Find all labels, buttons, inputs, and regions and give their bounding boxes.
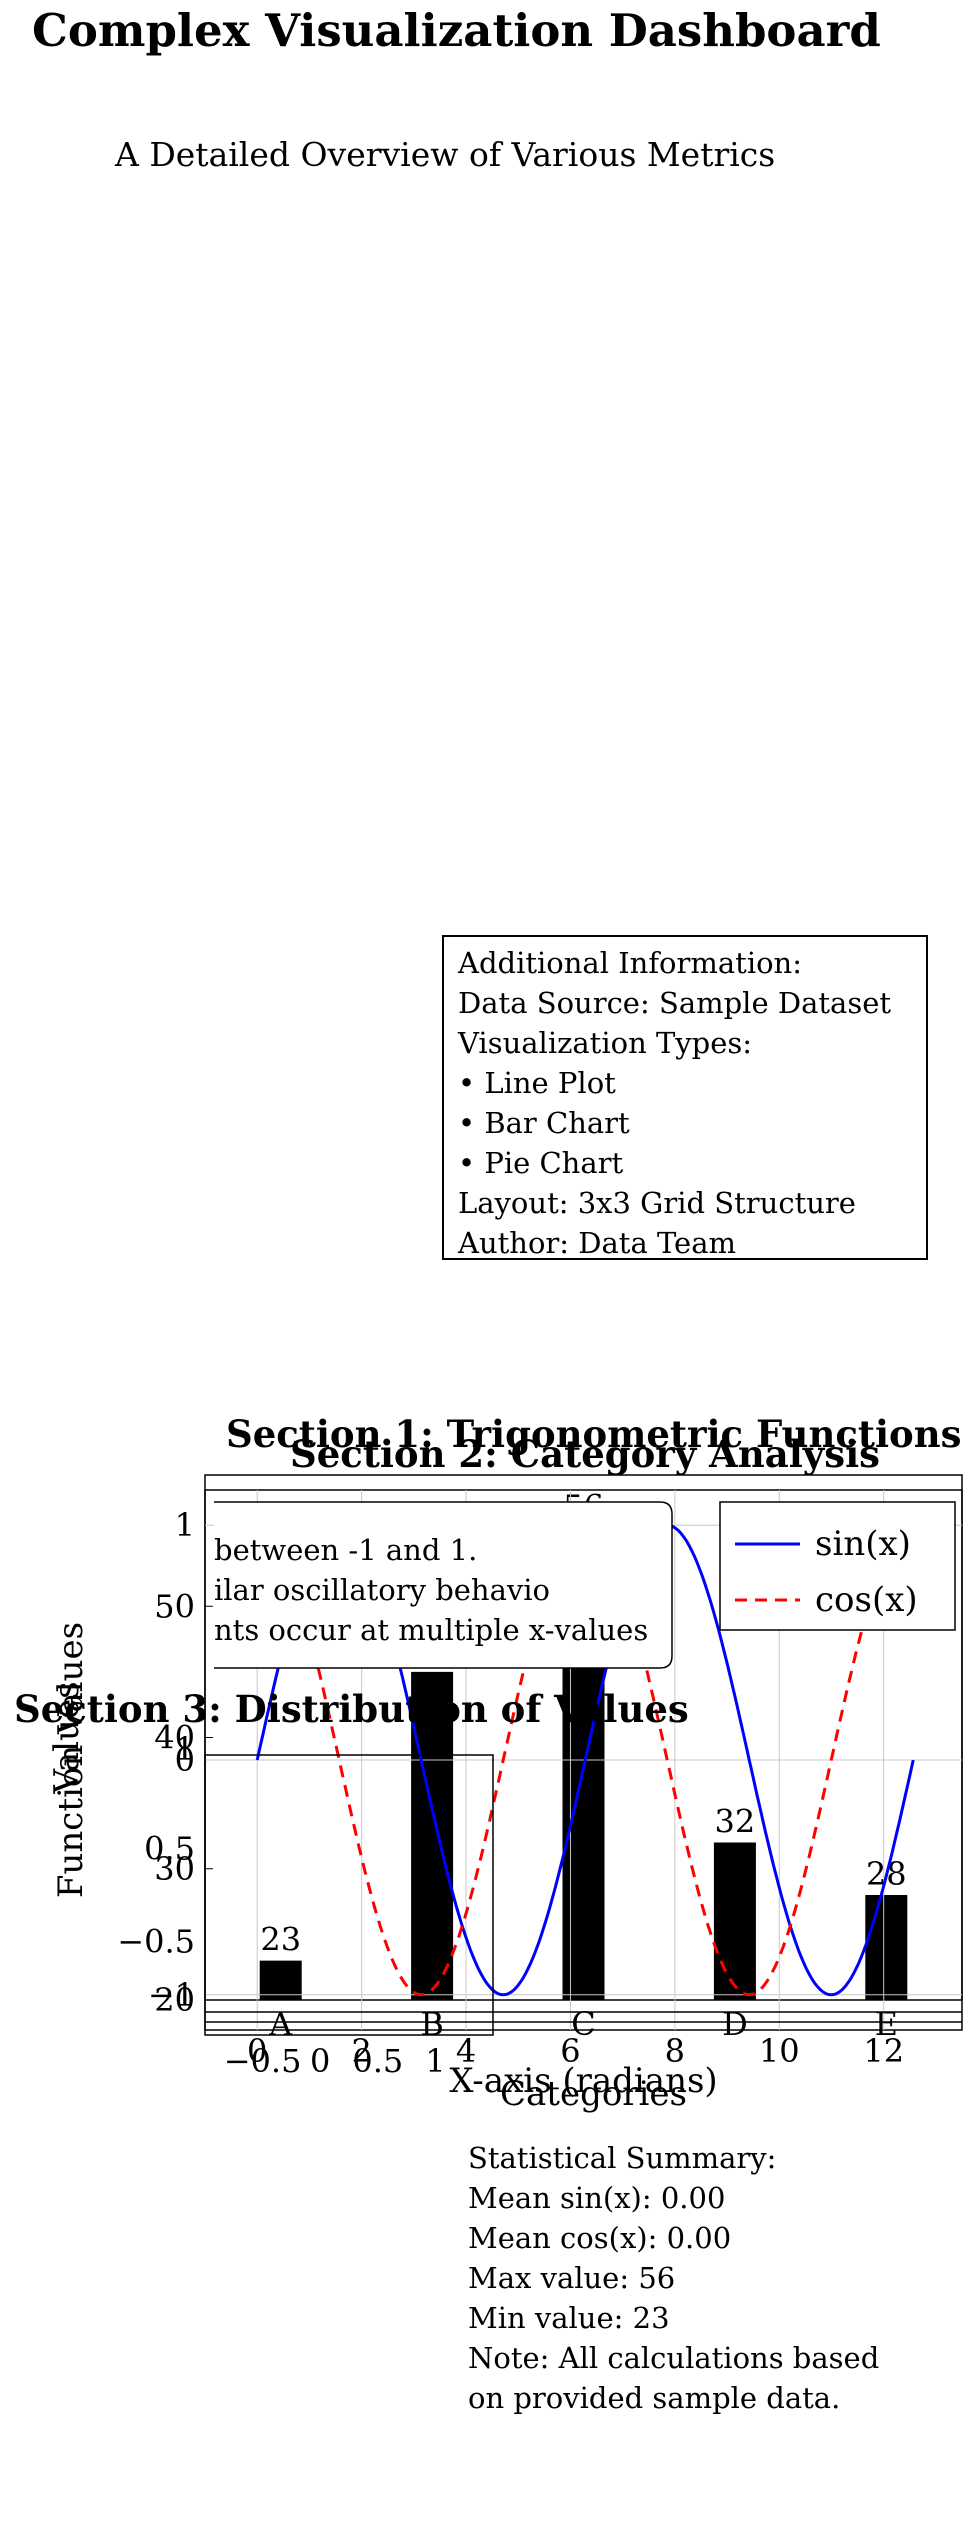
section-2-title: Section 2: Category Analysis xyxy=(290,1432,880,1476)
bar-value-label: 32 xyxy=(715,1803,756,1841)
dist-x-tick-label: 0 xyxy=(310,2042,330,2080)
section-3-title: Section 3: Distribution of Values xyxy=(14,1687,689,1731)
annotation-text: ilar oscillatory behavio xyxy=(214,1573,550,1607)
line-x-axis-label: X-axis (radians) xyxy=(449,2061,717,2101)
stats-line: Mean cos(x): 0.00 xyxy=(468,2218,879,2258)
annotation-text: between -1 and 1. xyxy=(214,1533,477,1567)
category-tick-label: D xyxy=(722,2005,748,2043)
stats-line: Min value: 23 xyxy=(468,2298,879,2338)
stats-line: on provided sample data. xyxy=(468,2378,879,2418)
stats-line: Max value: 56 xyxy=(468,2258,879,2298)
dist-y-tick-label: −0.5 xyxy=(117,1923,195,1961)
line-y-axis-label: Function Values xyxy=(51,1622,91,1898)
dist-x-tick-label: 1 xyxy=(425,2042,445,2080)
stats-line: Statistical Summary: xyxy=(468,2138,879,2178)
x-tick-label: 12 xyxy=(863,2032,904,2070)
dist-x-tick-label: 0.5 xyxy=(352,2042,403,2080)
y-tick-label: 1 xyxy=(175,1506,195,1544)
legend-label: sin(x) xyxy=(815,1524,911,1564)
y-tick-label: 50 xyxy=(154,1587,195,1625)
stats-line: Note: All calculations based xyxy=(468,2338,879,2378)
legend: sin(x) cos(x) xyxy=(720,1502,955,1630)
dist-y-tick-label: 0.5 xyxy=(144,1829,195,1867)
category-tick-label: A xyxy=(268,2005,293,2043)
stats-line: Mean sin(x): 0.00 xyxy=(468,2178,879,2218)
y-tick-label: −1 xyxy=(148,1976,195,2014)
legend-label: cos(x) xyxy=(815,1580,918,1620)
dist-x-tick-label: −0.5 xyxy=(224,2042,302,2080)
x-tick-label: 10 xyxy=(759,2032,800,2070)
bar-value-label: 23 xyxy=(260,1921,301,1959)
annotation-text: nts occur at multiple x-values xyxy=(214,1613,648,1647)
bar-A xyxy=(260,1961,302,2000)
category-tick-label: B xyxy=(420,2005,444,2043)
bar-D xyxy=(714,1843,756,2001)
bar-E xyxy=(865,1895,907,2000)
statistical-summary: Statistical Summary: Mean sin(x): 0.00 M… xyxy=(468,2138,879,2418)
dist-y-tick-label: 1 xyxy=(175,1730,195,1768)
